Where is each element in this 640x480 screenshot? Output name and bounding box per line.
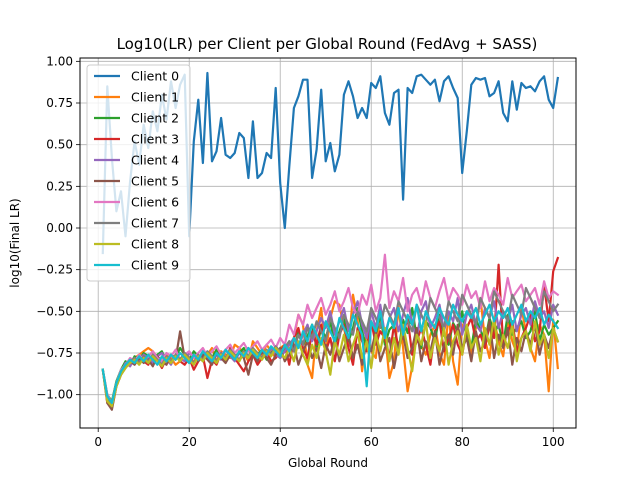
y-tick-label: −0.75 [36,346,73,360]
y-tick-label: 0.25 [46,179,73,193]
y-tick-label: 0.75 [46,96,73,110]
plot-frame [79,57,577,429]
y-tick-label: −0.50 [36,304,73,318]
legend: Client 0 Client 1 Client 2 Client 3 Client 4… [86,64,191,282]
y-tick-label: −0.25 [36,263,73,277]
x-axis-label: Global Round [288,456,368,470]
legend-entry-label: Client 8 [131,237,179,252]
legend-entry-label: Client 3 [131,132,179,147]
legend-entry-label: Client 2 [131,111,179,126]
x-tick-label: 60 [364,435,379,449]
y-axis: −1.00 −0.75 −0.50 −0.25 0.00 0.25 0.50 0.75 1.00 [36,54,80,402]
x-tick-label: 40 [273,435,288,449]
y-tick-label: 0.00 [46,221,73,235]
series-line-client-9 [101,303,560,405]
x-tick-label: 20 [182,435,197,449]
y-tick-label: 1.00 [46,54,73,68]
legend-entry-label: Client 4 [131,153,179,168]
legend-entry-label: Client 9 [131,258,179,273]
legend-entry-label: Client 5 [131,174,179,189]
legend-entry-label: Client 1 [131,90,179,105]
x-tick-label: 80 [455,435,470,449]
y-tick-label: −1.00 [36,388,73,402]
x-tick-label: 100 [542,435,565,449]
series-line-client-8 [101,316,560,408]
legend-entry-label: Client 6 [131,195,179,210]
legend-entry-label: Client 0 [131,69,179,84]
legend-entry-label: Client 7 [131,216,179,231]
x-tick-label: 0 [94,435,102,449]
chart-title: Log10(LR) per Client per Global Round (F… [117,35,538,53]
y-axis-label: log10(Final LR) [8,198,22,287]
x-axis: 0 20 40 60 80 100 [94,428,565,449]
y-tick-label: 0.50 [46,138,73,152]
